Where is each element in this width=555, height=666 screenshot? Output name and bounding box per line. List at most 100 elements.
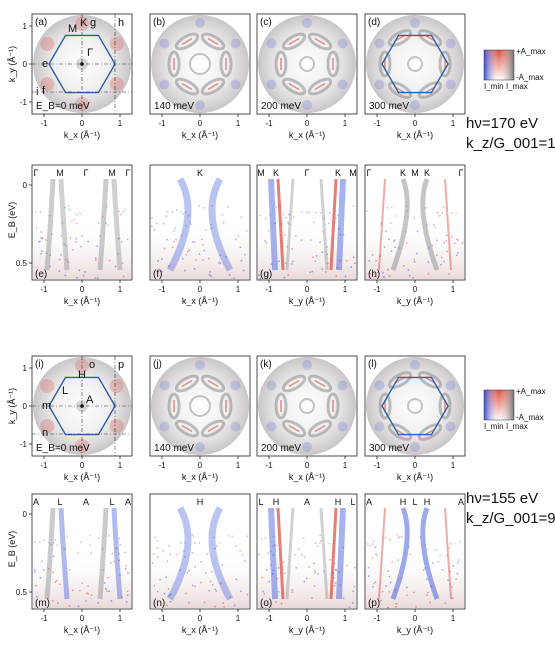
noise-dot (258, 553, 260, 556)
band-curves (378, 507, 452, 600)
noise-dot (108, 259, 111, 262)
noise-dot (260, 606, 263, 609)
noise-dot (394, 246, 396, 249)
panel-label: (f) (153, 269, 162, 280)
noise-dot (213, 547, 216, 550)
noise-dot (107, 224, 109, 227)
noise-dot (159, 578, 161, 581)
noise-dot (68, 208, 71, 211)
noise-dot (408, 275, 411, 277)
noise-dot (376, 555, 378, 557)
noise-dot (193, 241, 196, 243)
outer-pocket (410, 442, 420, 452)
outer-pocket (159, 380, 170, 391)
noise-dot (154, 536, 156, 539)
noise-dot (272, 573, 274, 575)
noise-dot (64, 206, 66, 209)
noise-dot (200, 581, 202, 584)
band (268, 178, 278, 271)
band (58, 178, 70, 271)
noise-dot (313, 585, 316, 587)
x-tick-label: 0 (80, 285, 85, 294)
noise-dot (68, 569, 71, 571)
noise-dot (111, 553, 113, 555)
high-symmetry-label: L (62, 385, 68, 397)
noise-dot (185, 211, 187, 214)
noise-dot (388, 575, 391, 578)
noise-dot (35, 227, 38, 229)
x-axis-label: k_x (Å⁻¹) (289, 472, 325, 482)
noise-dot (289, 214, 292, 216)
band-panel-o: L H A H L(o)-1 0 1k_y (Å⁻¹) (256, 493, 358, 635)
noise-dot (284, 217, 287, 219)
noise-layer (33, 534, 129, 608)
energy-label: 300 meV (369, 101, 409, 112)
band (336, 178, 346, 271)
noise-dot (367, 543, 369, 545)
noise-dot (277, 567, 280, 569)
noise-dot (309, 271, 312, 273)
noise-dot (185, 254, 188, 256)
noise-dot (151, 562, 154, 564)
noise-dot (321, 268, 323, 270)
noise-dot (82, 275, 85, 277)
map-panel-b: (b) 140 meV -1 0 1 k_x (Å⁻¹) (149, 13, 251, 140)
noise-dot (457, 251, 459, 254)
noise-dot (374, 275, 376, 278)
y-axis-label: E_B (eV) (7, 202, 17, 239)
band (111, 178, 123, 271)
noise-dot (345, 564, 348, 567)
noise-dot (192, 584, 194, 587)
noise-dot (326, 253, 328, 256)
x-axis-label: k_x (Å⁻¹) (182, 296, 218, 306)
band-arc (417, 423, 443, 441)
x-tick-label: 0 (305, 285, 310, 294)
y-tick-label: 0 (23, 60, 28, 69)
noise-dot (319, 534, 321, 537)
x-tick-label: 1 (118, 119, 123, 128)
noise-dot (268, 229, 270, 232)
noise-dot (260, 538, 263, 541)
x-tick-label: 1 (451, 119, 456, 128)
noise-dot (434, 549, 437, 551)
high-symmetry-label: o (89, 359, 95, 371)
energy-label: 200 meV (261, 443, 301, 454)
legend-frame (483, 389, 515, 421)
noise-dot (441, 212, 444, 214)
noise-dot (116, 547, 118, 550)
noise-dot (101, 216, 104, 218)
noise-dot (342, 546, 344, 549)
gamma-point (80, 62, 84, 66)
high-symmetry-label: Γ (87, 47, 93, 59)
noise-dot (52, 571, 55, 574)
noise-dot (286, 245, 289, 248)
noise-dot (246, 535, 249, 538)
noise-dot (301, 211, 303, 214)
x-tick-label: -1 (373, 119, 381, 128)
noise-dot (214, 605, 216, 608)
x-tick-label: 0 (413, 285, 418, 294)
noise-dot (382, 272, 384, 274)
noise-dot (387, 268, 389, 271)
noise-dot (390, 250, 393, 252)
noise-dot (64, 274, 67, 277)
noise-dot (68, 605, 71, 607)
noise-dot (315, 211, 317, 214)
noise-dot (285, 262, 287, 264)
noise-dot (78, 269, 81, 272)
outer-pocket (410, 360, 420, 370)
noise-dot (59, 583, 61, 586)
red-feature (181, 37, 193, 46)
outer-pocket (337, 38, 348, 49)
high-symmetry-label: M (68, 23, 77, 35)
noise-dot (106, 590, 108, 592)
x-tick-label: -1 (265, 285, 273, 294)
noise-dot (124, 551, 126, 554)
noise-dot (426, 594, 428, 596)
y-tick-label: 1 (23, 22, 28, 31)
y-tick-label: 0.5 (16, 259, 28, 268)
noise-dot (274, 222, 276, 225)
noise-dot (87, 593, 89, 595)
x-tick-label: 0 (305, 461, 310, 470)
band-arc (167, 392, 181, 420)
